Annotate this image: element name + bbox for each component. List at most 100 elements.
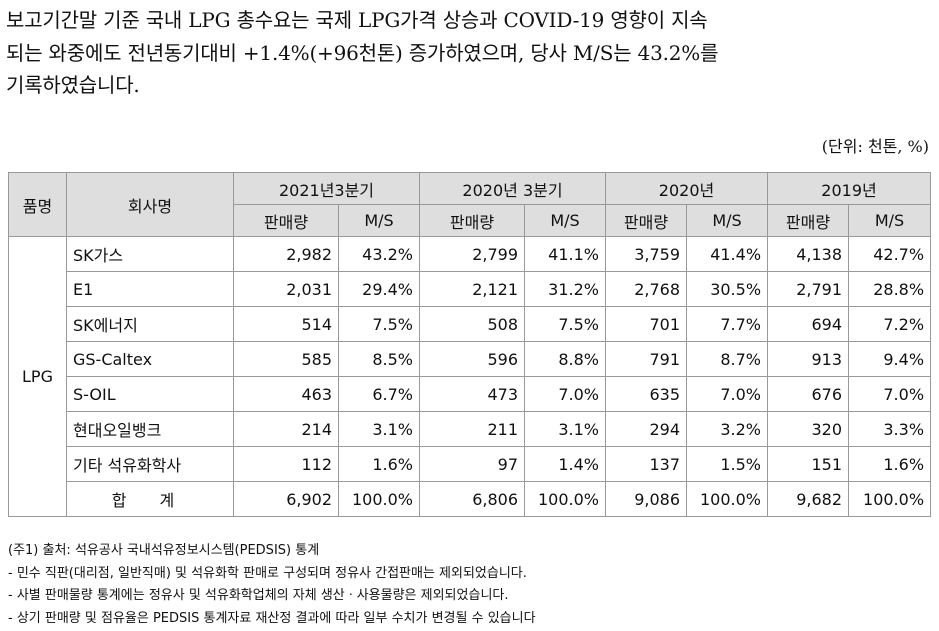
value-cell: 7.5% [338,306,420,342]
footnote-line: - 사별 판매물량 통계에는 정유사 및 석유화학업체의 자체 생산ㆍ사용물량은… [8,588,509,603]
sales-subheader: 판매량 [767,204,850,237]
value-cell: 913 [767,341,850,377]
total-value-cell: 100.0% [685,481,769,517]
value-cell: 7.7% [685,306,769,342]
table-row: SK에너지 514 7.5% 508 7.5% 701 7.7% 694 7.2… [9,306,932,342]
value-cell: 41.4% [685,236,769,272]
value-cell: 2,799 [419,236,525,272]
value-cell: 7.0% [848,376,932,412]
value-cell: 30.5% [685,271,769,307]
value-cell: 320 [767,411,850,447]
value-cell: 8.7% [685,341,769,377]
value-cell: 28.8% [848,271,932,307]
company-cell: E1 [66,271,234,307]
total-row: 합 계 6,902 100.0% 6,806 100.0% 9,086 100.… [9,481,932,517]
value-cell: 29.4% [338,271,420,307]
value-cell: 7.2% [848,306,932,342]
value-cell: 2,982 [233,236,339,272]
period-header: 2020년 3분기 [419,172,606,205]
value-cell: 112 [233,446,339,482]
table-row: GS-Caltex 585 8.5% 596 8.8% 791 8.7% 913… [9,341,932,377]
value-cell: 2,791 [767,271,850,307]
value-cell: 294 [605,411,687,447]
company-header: 회사명 [66,172,234,237]
value-cell: 4,138 [767,236,850,272]
product-group-cell: LPG [8,236,67,517]
intro-line: 되는 와중에도 전년동기대비 +1.4%(+96천톤) 증가하였으며, 당사 M… [6,40,719,65]
value-cell: 676 [767,376,850,412]
value-cell: 1.4% [524,446,606,482]
value-cell: 3.2% [685,411,769,447]
value-cell: 3.1% [338,411,420,447]
value-cell: 9.4% [848,341,932,377]
company-cell: 기타 석유화학사 [66,446,234,482]
value-cell: 2,768 [605,271,687,307]
footnotes: (주1) 출처: 석유공사 국내석유정보시스템(PEDSIS) 통계 - 민수 … [8,540,933,630]
value-cell: 514 [233,306,339,342]
value-cell: 31.2% [524,271,606,307]
value-cell: 3.1% [524,411,606,447]
company-cell: SK가스 [66,236,234,272]
period-header: 2019년 [767,172,932,205]
value-cell: 2,121 [419,271,525,307]
value-cell: 151 [767,446,850,482]
value-cell: 701 [605,306,687,342]
share-subheader: M/S [685,204,769,237]
value-cell: 473 [419,376,525,412]
company-cell: S-OIL [66,376,234,412]
total-label-cell: 합 계 [66,481,234,517]
value-cell: 3.3% [848,411,932,447]
unit-note: (단위: 천톤, %) [821,137,929,156]
value-cell: 42.7% [848,236,932,272]
footnote-line: - 상기 판매량 및 점유율은 PEDSIS 통계자료 재산정 결과에 따라 일… [8,610,536,626]
company-cell: 현대오일뱅크 [66,411,234,447]
total-value-cell: 100.0% [848,481,932,517]
footnote-line: - 민수 직판(대리점, 일반직매) 및 석유화학 판매로 구성되며 정유사 간… [8,565,527,581]
value-cell: 596 [419,341,525,377]
share-subheader: M/S [338,204,420,237]
value-cell: 1.5% [685,446,769,482]
value-cell: 7.0% [524,376,606,412]
value-cell: 1.6% [848,446,932,482]
total-value-cell: 9,086 [605,481,687,517]
period-header: 2021년3분기 [233,172,420,205]
value-cell: 635 [605,376,687,412]
total-value-cell: 100.0% [524,481,606,517]
value-cell: 508 [419,306,525,342]
value-cell: 791 [605,341,687,377]
total-value-cell: 6,902 [233,481,339,517]
period-header: 2020년 [604,172,769,205]
company-cell: GS-Caltex [66,341,234,377]
value-cell: 43.2% [338,236,420,272]
value-cell: 97 [419,446,525,482]
table-row: LPG SK가스 2,982 43.2% 2,799 41.1% 3,759 4… [8,236,932,517]
table-row: 기타 석유화학사 112 1.6% 97 1.4% 137 1.5% 151 1… [9,446,932,482]
total-value-cell: 6,806 [419,481,525,517]
share-subheader: M/S [524,204,606,237]
value-cell: 8.8% [524,341,606,377]
value-cell: 7.5% [524,306,606,342]
value-cell: 6.7% [338,376,420,412]
value-cell: 694 [767,306,850,342]
value-cell: 585 [233,341,339,377]
table-row: E1 2,031 29.4% 2,121 31.2% 2,768 30.5% 2… [9,271,932,307]
header-row: 품명 회사명 2021년3분기 2020년 3분기 2020년 2019년 [8,172,932,237]
value-cell: 463 [233,376,339,412]
footnote-line: (주1) 출처: 석유공사 국내석유정보시스템(PEDSIS) 통계 [8,543,320,558]
total-value-cell: 9,682 [767,481,850,517]
value-cell: 211 [419,411,525,447]
value-cell: 8.5% [338,341,420,377]
lpg-sales-table: 품명 회사명 2021년3분기 2020년 3분기 2020년 2019년 판매… [8,172,932,517]
value-cell: 137 [605,446,687,482]
value-cell: 1.6% [338,446,420,482]
intro-paragraph: 보고기간말 기준 국내 LPG 총수요는 국제 LPG가격 상승과 COVID-… [6,4,931,102]
table-row: 현대오일뱅크 214 3.1% 211 3.1% 294 3.2% 320 3.… [9,411,932,447]
value-cell: 214 [233,411,339,447]
share-subheader: M/S [848,204,932,237]
value-cell: 41.1% [524,236,606,272]
sales-subheader: 판매량 [419,204,525,237]
intro-line: 보고기간말 기준 국내 LPG 총수요는 국제 LPG가격 상승과 COVID-… [6,8,708,32]
sales-subheader: 판매량 [605,204,687,237]
intro-line: 기록하였습니다. [6,73,140,97]
value-cell: 2,031 [233,271,339,307]
